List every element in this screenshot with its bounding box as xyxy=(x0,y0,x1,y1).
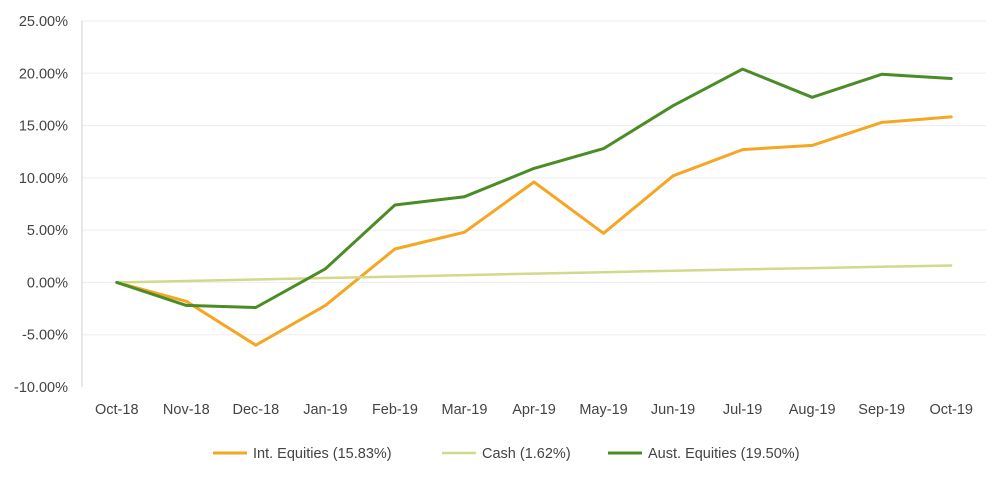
series-line-1 xyxy=(115,115,953,347)
legend: Int. Equities (15.83%) Cash (1.62%) Aust. … xyxy=(213,446,800,462)
series-line-3 xyxy=(115,67,953,309)
y-tick-label: -5.00% xyxy=(22,328,68,344)
y-tick-label: 0.00% xyxy=(27,275,68,291)
data-point xyxy=(463,231,466,234)
data-point xyxy=(880,73,883,76)
data-point xyxy=(463,195,466,198)
data-point xyxy=(950,116,953,118)
y-tick-label: 25.00% xyxy=(19,14,68,30)
data-point xyxy=(811,267,813,269)
x-tick-label: Jun-19 xyxy=(651,402,695,418)
data-point xyxy=(811,144,813,147)
data-point xyxy=(950,264,953,267)
series-lines xyxy=(115,67,953,347)
data-point xyxy=(394,275,396,278)
x-tick-label: Oct-19 xyxy=(929,402,973,418)
data-point xyxy=(185,280,188,282)
data-point xyxy=(185,304,188,307)
x-tick-label: Jan-19 xyxy=(303,402,347,418)
x-tick-label: Sep-19 xyxy=(858,402,905,418)
data-point xyxy=(741,148,744,151)
gridlines xyxy=(82,20,986,336)
y-tick-label: 10.00% xyxy=(19,171,68,187)
data-point xyxy=(602,232,605,235)
x-tick-label: Jul-19 xyxy=(723,402,763,418)
data-point xyxy=(741,68,744,70)
y-tick-label: 5.00% xyxy=(27,223,68,239)
data-point xyxy=(324,277,327,279)
data-point xyxy=(394,204,396,206)
data-point xyxy=(394,248,396,250)
x-tick-label: Mar-19 xyxy=(441,402,487,418)
x-axis-tick-labels: Oct-18 Nov-18 Dec-18 Jan-19 Feb-19 Mar-19 Apr-… xyxy=(95,402,973,418)
y-tick-label: 15.00% xyxy=(19,119,68,135)
y-tick-label: 20.00% xyxy=(19,66,68,82)
data-point xyxy=(185,300,188,303)
legend-label: Cash (1.62%) xyxy=(482,446,571,462)
data-point xyxy=(811,96,813,99)
y-axis-tick-labels: -10.00% -5.00% 0.00% 5.00% 10.00% 15.00% 20.00… xyxy=(14,14,68,396)
data-point xyxy=(533,272,535,275)
data-point xyxy=(255,278,257,281)
data-point xyxy=(880,121,883,124)
data-point xyxy=(255,344,257,346)
data-point xyxy=(672,269,674,272)
data-point xyxy=(672,174,674,177)
x-tick-label: Oct-18 xyxy=(95,402,139,418)
data-point xyxy=(255,306,257,309)
x-tick-label: Feb-19 xyxy=(372,402,418,418)
data-point xyxy=(463,274,466,276)
legend-label: Int. Equities (15.83%) xyxy=(253,446,392,462)
y-tick-label: -10.00% xyxy=(14,380,68,396)
data-point xyxy=(533,167,535,170)
x-tick-label: Nov-18 xyxy=(163,402,210,418)
x-tick-label: Apr-19 xyxy=(512,402,556,418)
data-point xyxy=(115,281,118,284)
data-point xyxy=(950,77,953,80)
data-point xyxy=(602,271,605,273)
x-tick-label: Aug-19 xyxy=(789,402,836,418)
data-point xyxy=(602,147,605,150)
data-point xyxy=(324,304,327,307)
legend-label: Aust. Equities (19.50%) xyxy=(648,446,800,462)
data-point xyxy=(672,104,674,107)
data-point xyxy=(324,268,327,270)
data-point xyxy=(741,268,744,271)
x-tick-label: May-19 xyxy=(579,402,627,418)
data-point xyxy=(533,181,535,183)
x-tick-label: Dec-18 xyxy=(232,402,279,418)
data-point xyxy=(880,265,883,268)
